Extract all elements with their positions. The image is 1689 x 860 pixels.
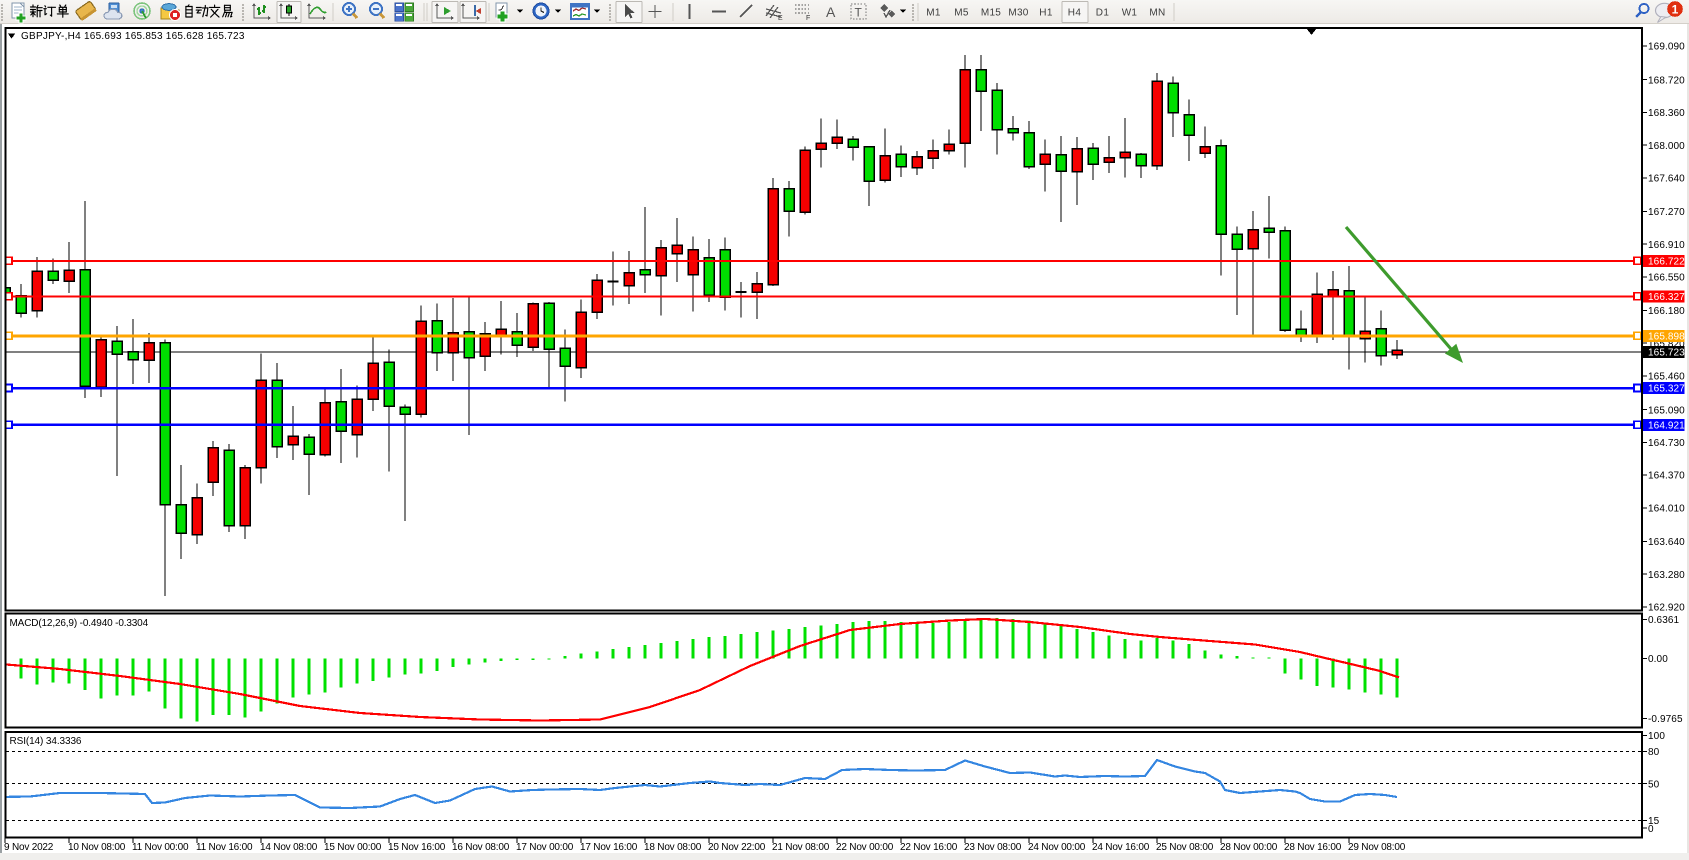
svg-text:167.270: 167.270: [1648, 207, 1685, 218]
svg-text:166.910: 166.910: [1648, 240, 1685, 251]
svg-text:10 Nov 08:00: 10 Nov 08:00: [68, 842, 126, 853]
svg-text:M30: M30: [1008, 7, 1028, 18]
svg-text:167.640: 167.640: [1648, 174, 1685, 185]
svg-text:164.010: 164.010: [1648, 503, 1685, 514]
svg-text:W1: W1: [1122, 7, 1138, 18]
svg-text:166.722: 166.722: [1648, 256, 1685, 267]
svg-text:165.820: 165.820: [1648, 339, 1685, 350]
svg-text:1: 1: [1672, 3, 1679, 17]
svg-text:11 Nov 16:00: 11 Nov 16:00: [196, 842, 253, 853]
svg-text:166.180: 166.180: [1648, 306, 1685, 317]
svg-text:24 Nov 16:00: 24 Nov 16:00: [1092, 842, 1150, 853]
svg-text:RSI(14) 34.3336: RSI(14) 34.3336: [10, 736, 82, 747]
svg-text:164.730: 164.730: [1648, 438, 1685, 449]
svg-text:162.920: 162.920: [1648, 603, 1685, 614]
svg-text:165.460: 165.460: [1648, 372, 1685, 383]
svg-text:165.327: 165.327: [1648, 384, 1685, 395]
svg-text:E: E: [778, 15, 783, 22]
svg-text:0: 0: [1648, 824, 1654, 835]
svg-text:T: T: [855, 6, 863, 20]
svg-text:163.280: 163.280: [1648, 570, 1685, 581]
svg-text:169.090: 169.090: [1648, 42, 1685, 53]
svg-text:0.6361: 0.6361: [1648, 615, 1680, 626]
svg-text:168.720: 168.720: [1648, 75, 1685, 86]
svg-text:163.640: 163.640: [1648, 537, 1685, 548]
svg-text:20 Nov 22:00: 20 Nov 22:00: [708, 842, 766, 853]
svg-text:23 Nov 08:00: 23 Nov 08:00: [964, 842, 1022, 853]
svg-text:MN: MN: [1149, 7, 1165, 18]
svg-text:-0.9765: -0.9765: [1648, 714, 1683, 725]
svg-text:A: A: [826, 4, 836, 20]
svg-text:F: F: [806, 15, 810, 22]
svg-text:168.000: 168.000: [1648, 141, 1685, 152]
svg-text:165.898: 165.898: [1648, 332, 1685, 343]
svg-text:22 Nov 16:00: 22 Nov 16:00: [900, 842, 958, 853]
svg-text:17 Nov 16:00: 17 Nov 16:00: [580, 842, 638, 853]
svg-text:16 Nov 08:00: 16 Nov 08:00: [452, 842, 510, 853]
svg-text:29 Nov 08:00: 29 Nov 08:00: [1348, 842, 1406, 853]
svg-text:14 Nov 08:00: 14 Nov 08:00: [260, 842, 318, 853]
svg-text:24 Nov 00:00: 24 Nov 00:00: [1028, 842, 1086, 853]
svg-text:9 Nov 2022: 9 Nov 2022: [4, 842, 54, 853]
svg-text:MACD(12,26,9) -0.4940 -0.3304: MACD(12,26,9) -0.4940 -0.3304: [10, 618, 149, 629]
svg-text:GBPJPY-,H4 165.693 165.853 16: GBPJPY-,H4 165.693 165.853 165.628 165.7…: [21, 31, 245, 42]
svg-text:166.327: 166.327: [1648, 292, 1685, 303]
svg-text:100: 100: [1648, 731, 1665, 742]
svg-text:168.360: 168.360: [1648, 108, 1685, 119]
svg-text:22 Nov 00:00: 22 Nov 00:00: [836, 842, 894, 853]
svg-text:25 Nov 08:00: 25 Nov 08:00: [1156, 842, 1214, 853]
svg-text:M1: M1: [926, 7, 941, 18]
svg-text:165.723: 165.723: [1648, 348, 1685, 359]
svg-text:18 Nov 08:00: 18 Nov 08:00: [644, 842, 702, 853]
svg-text:80: 80: [1648, 747, 1660, 758]
svg-text:0.00: 0.00: [1648, 654, 1668, 665]
svg-text:166.550: 166.550: [1648, 273, 1685, 284]
svg-text:H1: H1: [1039, 7, 1053, 18]
svg-text:164.921: 164.921: [1648, 421, 1685, 432]
svg-text:15: 15: [1648, 816, 1660, 827]
svg-text:D1: D1: [1096, 7, 1110, 18]
svg-text:28 Nov 00:00: 28 Nov 00:00: [1220, 842, 1278, 853]
svg-text:21 Nov 08:00: 21 Nov 08:00: [772, 842, 830, 853]
svg-text:164.370: 164.370: [1648, 471, 1685, 482]
svg-text:15 Nov 00:00: 15 Nov 00:00: [324, 842, 382, 853]
svg-text:M15: M15: [981, 7, 1001, 18]
svg-text:50: 50: [1648, 779, 1660, 790]
svg-text:17 Nov 00:00: 17 Nov 00:00: [516, 842, 574, 853]
svg-text:H4: H4: [1068, 7, 1082, 18]
svg-text:M5: M5: [954, 7, 969, 18]
svg-text:28 Nov 16:00: 28 Nov 16:00: [1284, 842, 1342, 853]
svg-text:165.090: 165.090: [1648, 405, 1685, 416]
svg-text:15 Nov 16:00: 15 Nov 16:00: [388, 842, 446, 853]
svg-text:11 Nov 00:00: 11 Nov 00:00: [132, 842, 189, 853]
